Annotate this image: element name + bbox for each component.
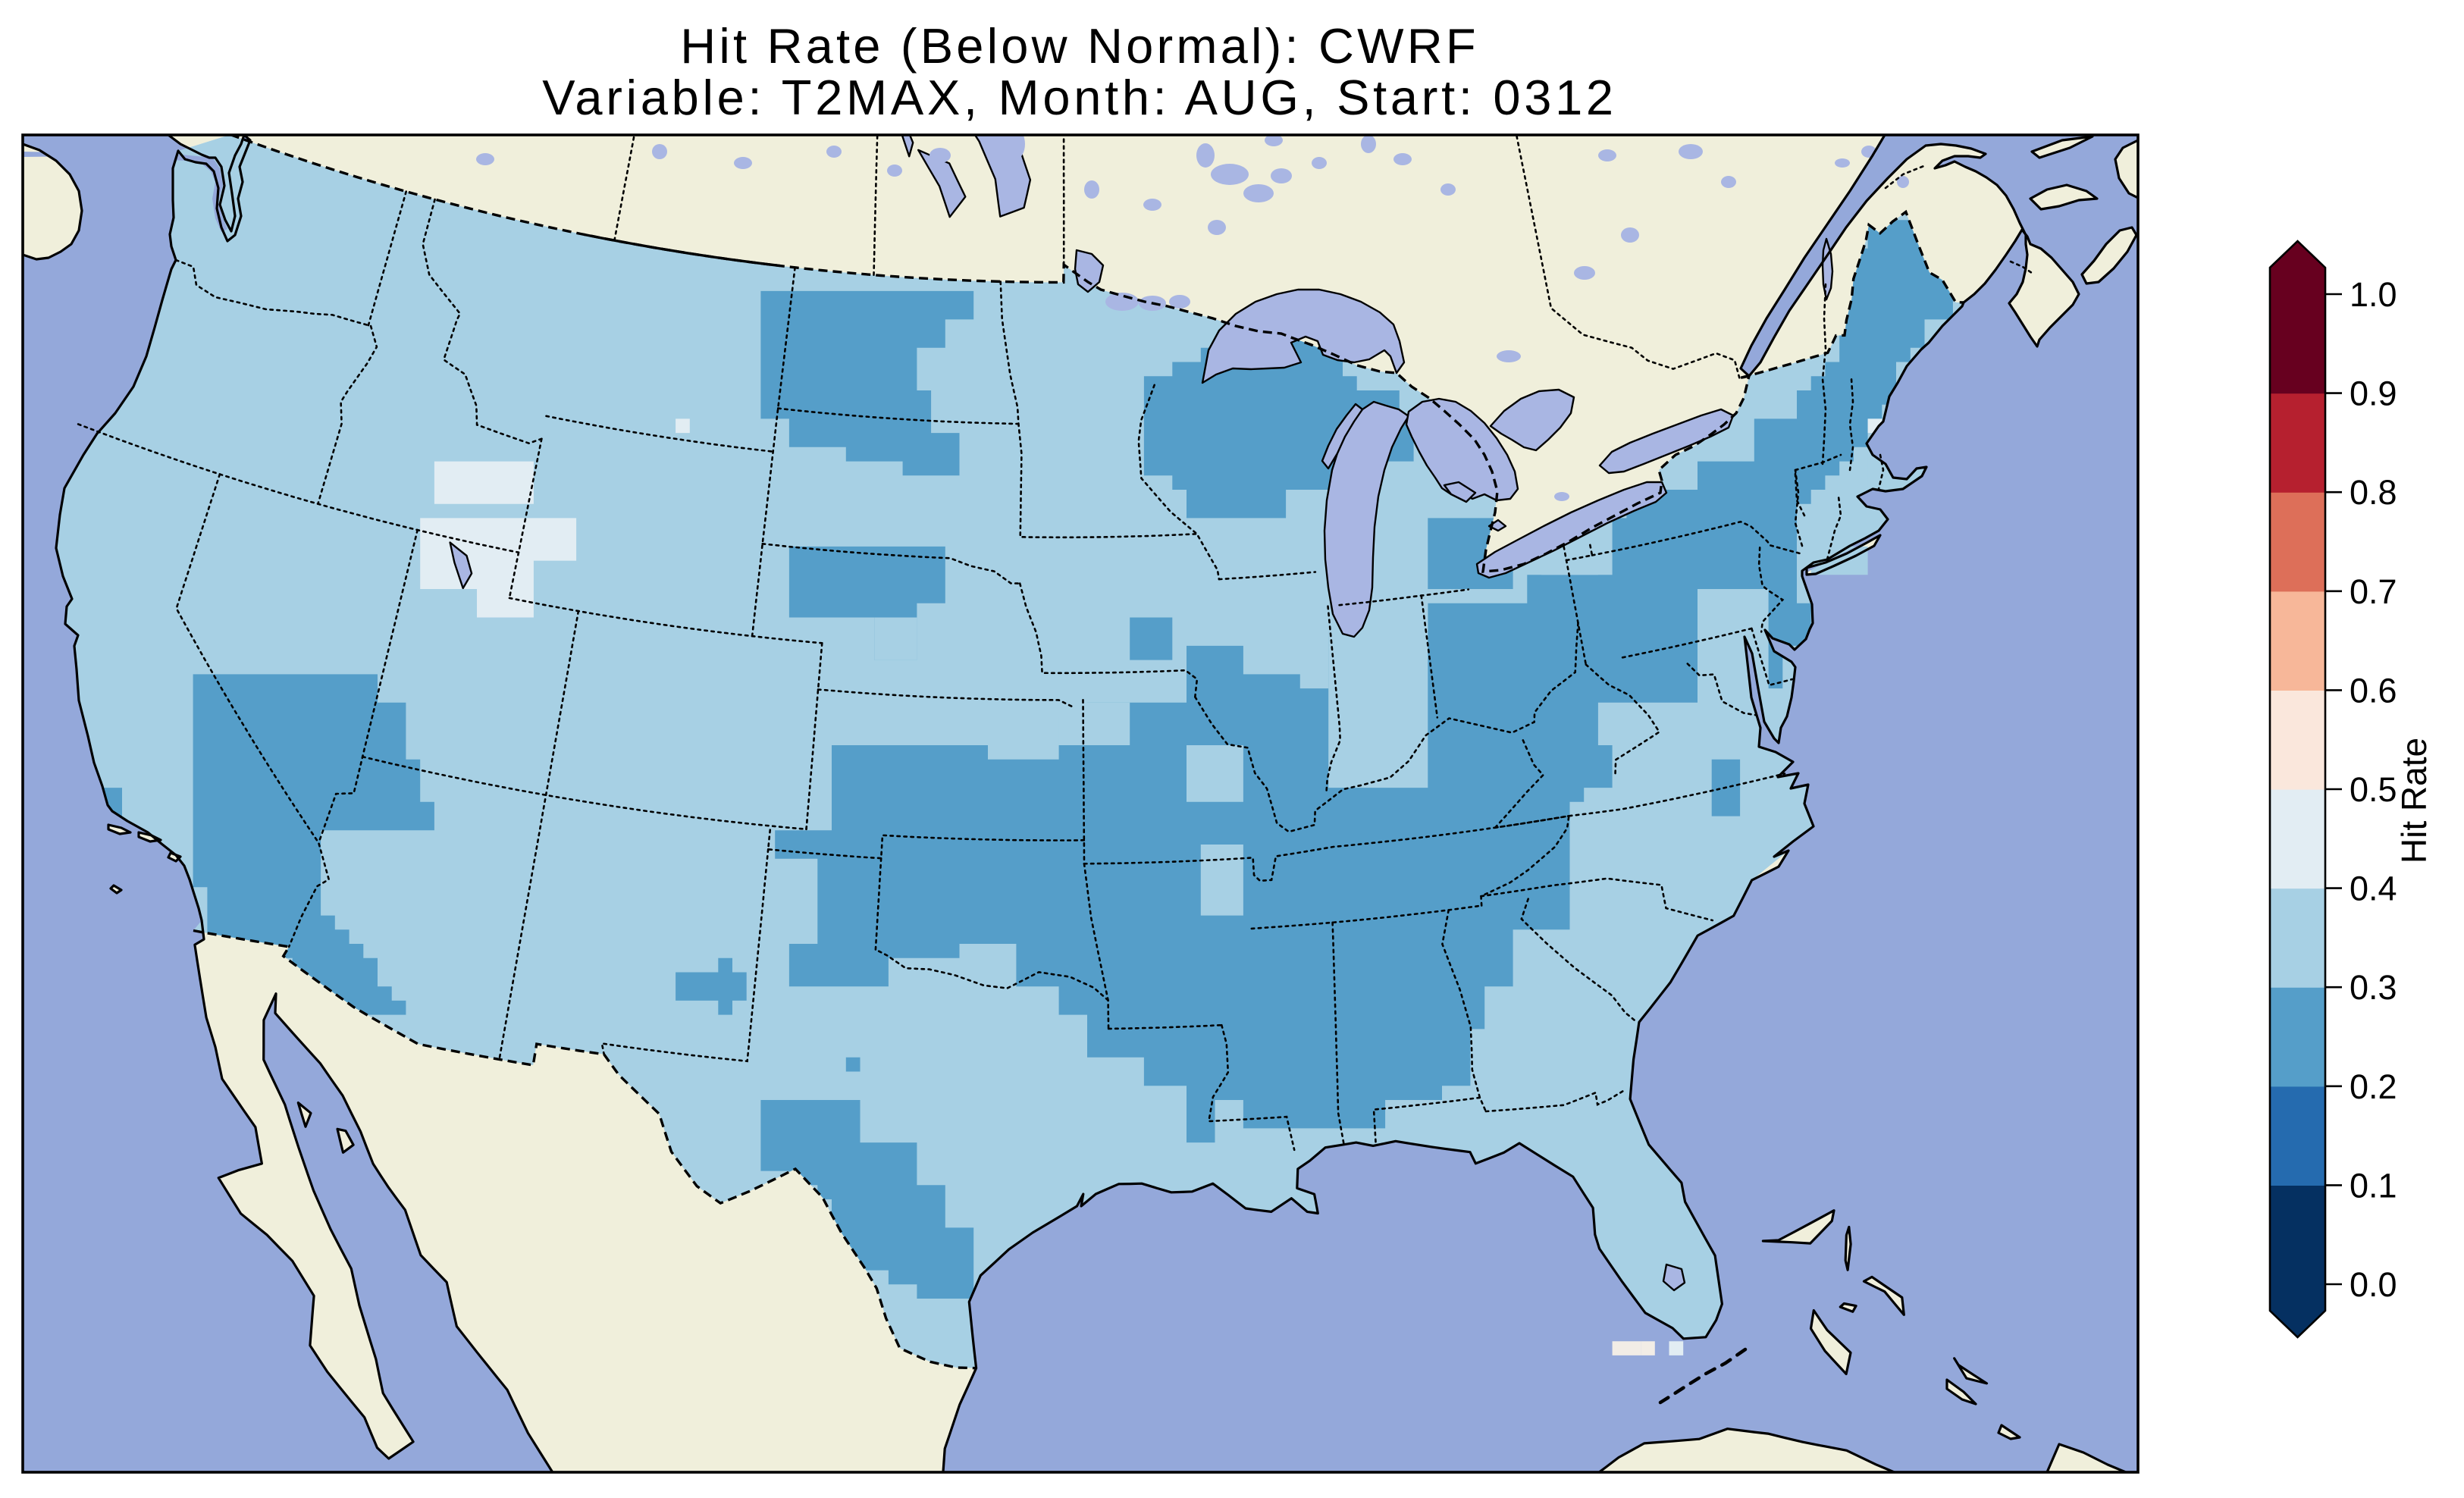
svg-text:0.7: 0.7 bbox=[2350, 572, 2397, 611]
svg-text:0.5: 0.5 bbox=[2350, 770, 2397, 809]
svg-text:0.1: 0.1 bbox=[2350, 1166, 2397, 1205]
svg-text:0.2: 0.2 bbox=[2350, 1067, 2397, 1106]
svg-text:0.3: 0.3 bbox=[2350, 968, 2397, 1007]
svg-text:0.0: 0.0 bbox=[2350, 1265, 2397, 1304]
svg-text:1.0: 1.0 bbox=[2350, 275, 2397, 314]
svg-text:0.4: 0.4 bbox=[2350, 870, 2397, 908]
svg-text:0.9: 0.9 bbox=[2350, 374, 2397, 413]
svg-text:Hit Rate (Below Normal): CWRF: Hit Rate (Below Normal): CWRF bbox=[680, 18, 1479, 74]
svg-text:0.8: 0.8 bbox=[2350, 473, 2397, 512]
svg-text:Hit Rate: Hit Rate bbox=[2394, 738, 2434, 863]
svg-text:Variable: T2MAX, Month: AUG, S: Variable: T2MAX, Month: AUG, Start: 0312 bbox=[542, 70, 1617, 125]
svg-text:0.6: 0.6 bbox=[2350, 671, 2397, 710]
